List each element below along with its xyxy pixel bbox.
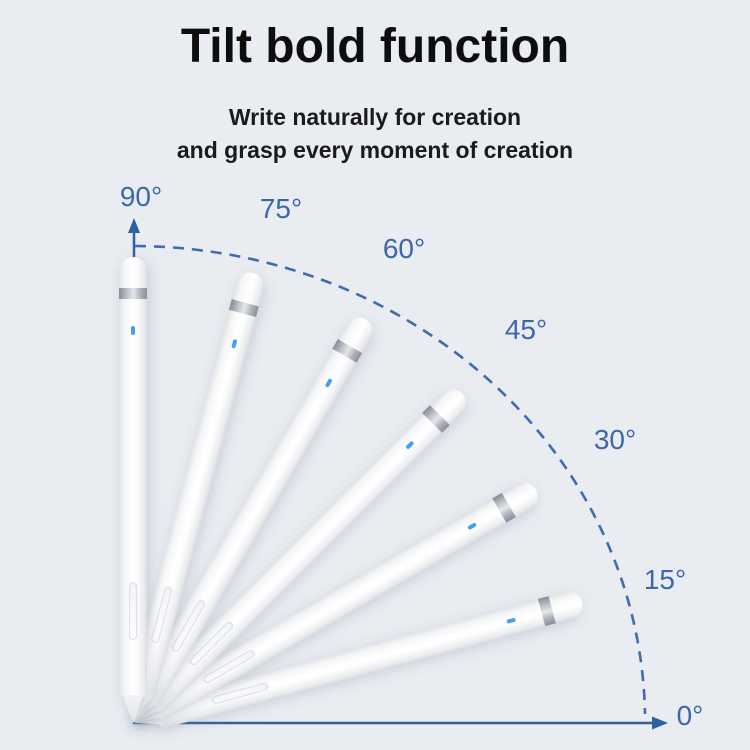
pen-tip <box>122 695 144 722</box>
subtitle-line-1: Write naturally for creation <box>228 104 522 130</box>
angle-label-30: 30° <box>593 424 637 455</box>
horizontal-axis-arrow <box>133 716 668 730</box>
angle-label-60: 60° <box>382 233 426 264</box>
angle-label-0: 0° <box>676 700 704 731</box>
pen-grip-slot <box>129 582 137 640</box>
subtitle-line-2: and grasp every moment of creation <box>176 137 574 163</box>
subtitle: Write naturally for creation and grasp e… <box>0 101 750 167</box>
angle-label-45: 45° <box>504 314 548 345</box>
angle-label-90: 90° <box>119 181 163 212</box>
pen-cap-ring <box>119 288 147 299</box>
stylus-pen-90deg <box>119 257 147 722</box>
page-title: Tilt bold function <box>180 20 570 73</box>
angle-label-75: 75° <box>259 193 303 224</box>
angle-arc <box>134 244 647 715</box>
pen-led-dot <box>131 326 135 335</box>
vertical-axis-arrow <box>128 218 140 261</box>
angle-label-15: 15° <box>643 564 687 595</box>
